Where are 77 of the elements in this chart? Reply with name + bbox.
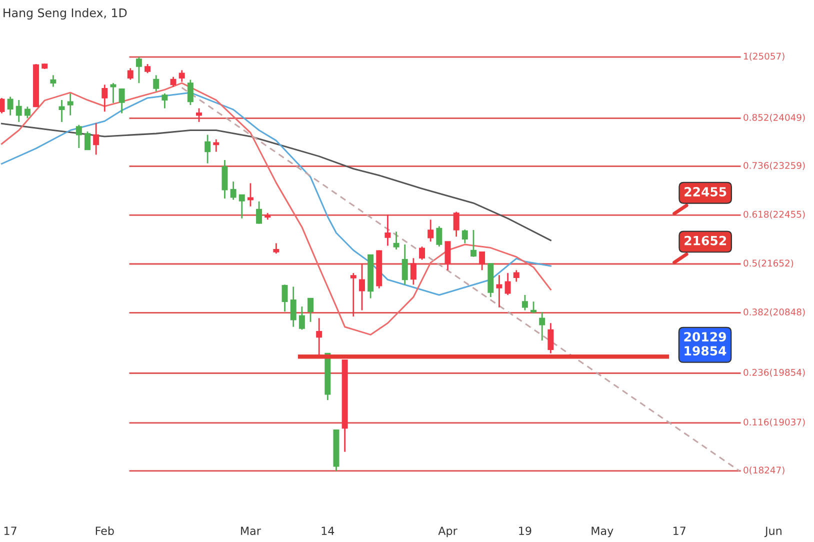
candlestick [7, 96, 14, 116]
candlestick [402, 244, 408, 286]
candlestick [410, 257, 416, 286]
ref-line-label: 1(25057) [744, 52, 784, 61]
candlestick [204, 134, 211, 164]
candlestick [93, 122, 100, 156]
candlestick [222, 159, 228, 200]
candlestick [50, 74, 56, 88]
candlestick [76, 124, 82, 149]
candlestick [58, 99, 65, 123]
candlestick [67, 92, 74, 116]
ref-line-label: 0.736(23259) [744, 162, 805, 170]
candlestick [102, 84, 108, 112]
candlestick [350, 272, 356, 318]
ref-line-label: 0.382(20848) [744, 308, 805, 317]
x-tick-label: 19 [519, 526, 532, 536]
candlestick [479, 251, 486, 271]
candlestick [230, 180, 236, 200]
candlestick [187, 79, 194, 106]
candlestick [308, 298, 314, 323]
candlestick [84, 130, 90, 150]
candlestick [513, 269, 520, 282]
candlestick [153, 74, 160, 92]
ref-line-label: 0.618(22455) [744, 210, 805, 219]
candlestick [384, 214, 391, 246]
candlestick [282, 284, 288, 312]
x-tick-label: Jun [764, 526, 782, 538]
candlestick [358, 263, 365, 311]
candlestick [110, 82, 116, 104]
candlestick [238, 194, 245, 220]
candlestick [419, 246, 426, 260]
candlestick [522, 294, 528, 311]
ref-line-label: 0.852(24049) [744, 114, 805, 122]
candlestick [444, 240, 451, 271]
ref-line-label: 0.5(21652) [744, 260, 794, 268]
candlestick [16, 99, 22, 123]
candlestick [530, 300, 537, 314]
candlestick [0, 97, 5, 114]
candlestick [127, 67, 134, 80]
annotation: 21652 [684, 236, 726, 246]
candlestick [162, 92, 168, 109]
candlestick [539, 311, 546, 342]
x-tick-label: 14 [322, 526, 334, 535]
annotation: 22455 [684, 187, 726, 196]
candlestick [247, 182, 254, 208]
candlestick [436, 226, 442, 248]
candlestick [170, 76, 176, 88]
candlestick [428, 218, 434, 242]
chart-title: Hang Seng Index, 1D [4, 8, 127, 20]
x-tick-label: May [592, 526, 614, 538]
ref-line-label: 0.236(19854) [744, 368, 805, 377]
candlestick [118, 88, 125, 114]
x-tick-label: 17 [4, 526, 16, 535]
candlestick [273, 242, 280, 254]
annotation: 20129 19854 [684, 332, 726, 356]
candlestick [393, 230, 400, 250]
candlestick [548, 322, 554, 354]
candlestick [196, 108, 202, 123]
candlestick [470, 229, 476, 258]
candlestick [298, 306, 305, 330]
candlestick [504, 272, 511, 296]
candlestick [178, 70, 185, 83]
x-tick-label: Apr [438, 526, 458, 538]
candlestick [24, 106, 30, 119]
x-tick-label: 17 [673, 526, 686, 535]
candlestick [144, 63, 151, 74]
candlestick [496, 274, 502, 308]
candlestick [290, 286, 296, 328]
ref-line-label: 0(18247) [744, 466, 784, 475]
x-tick-label: Feb [96, 526, 114, 536]
ref-line-label: 0.116(19037) [744, 418, 805, 427]
candlestick [453, 211, 460, 238]
candlestick [136, 56, 142, 84]
candlestick [462, 228, 468, 244]
candlestick [213, 138, 220, 152]
x-tick-label: Mar [241, 526, 261, 536]
candlestick [256, 200, 262, 224]
